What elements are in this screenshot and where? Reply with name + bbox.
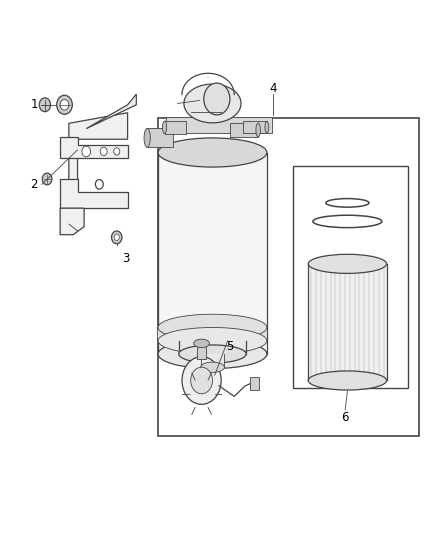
Ellipse shape	[265, 122, 269, 133]
Polygon shape	[158, 327, 267, 341]
Ellipse shape	[144, 128, 150, 148]
Ellipse shape	[194, 339, 209, 348]
Polygon shape	[60, 179, 127, 208]
Ellipse shape	[308, 254, 387, 273]
Bar	[293, 166, 408, 389]
Ellipse shape	[308, 371, 387, 390]
Ellipse shape	[256, 123, 261, 137]
Polygon shape	[165, 121, 186, 134]
Polygon shape	[166, 117, 272, 133]
Polygon shape	[86, 94, 136, 128]
Circle shape	[204, 83, 230, 115]
Polygon shape	[201, 354, 224, 367]
Ellipse shape	[158, 340, 267, 368]
Text: 6: 6	[342, 411, 349, 424]
Text: 3: 3	[122, 252, 129, 265]
Circle shape	[60, 100, 69, 110]
Text: 1: 1	[30, 98, 38, 111]
Circle shape	[114, 148, 120, 155]
Ellipse shape	[158, 314, 267, 341]
Text: 5: 5	[226, 340, 233, 352]
Polygon shape	[60, 208, 84, 235]
Bar	[251, 377, 259, 390]
Polygon shape	[69, 113, 127, 208]
Text: 4: 4	[270, 83, 277, 95]
Polygon shape	[60, 136, 127, 158]
Ellipse shape	[179, 345, 246, 363]
Circle shape	[95, 180, 103, 189]
Ellipse shape	[158, 327, 267, 354]
Ellipse shape	[201, 362, 224, 373]
Polygon shape	[147, 128, 173, 148]
Circle shape	[42, 173, 52, 185]
Circle shape	[191, 367, 212, 394]
Circle shape	[100, 147, 107, 156]
Text: 2: 2	[30, 178, 38, 191]
Circle shape	[182, 357, 221, 405]
Circle shape	[114, 234, 119, 240]
Polygon shape	[230, 123, 258, 137]
Polygon shape	[158, 152, 267, 354]
Bar	[158, 118, 419, 436]
Circle shape	[112, 231, 122, 244]
Ellipse shape	[162, 121, 167, 134]
Polygon shape	[184, 84, 241, 123]
Circle shape	[39, 98, 50, 112]
Polygon shape	[243, 122, 267, 133]
Ellipse shape	[158, 138, 267, 167]
Polygon shape	[308, 264, 387, 381]
Polygon shape	[179, 341, 246, 354]
Circle shape	[82, 146, 91, 157]
Polygon shape	[197, 343, 206, 359]
Circle shape	[57, 95, 72, 114]
